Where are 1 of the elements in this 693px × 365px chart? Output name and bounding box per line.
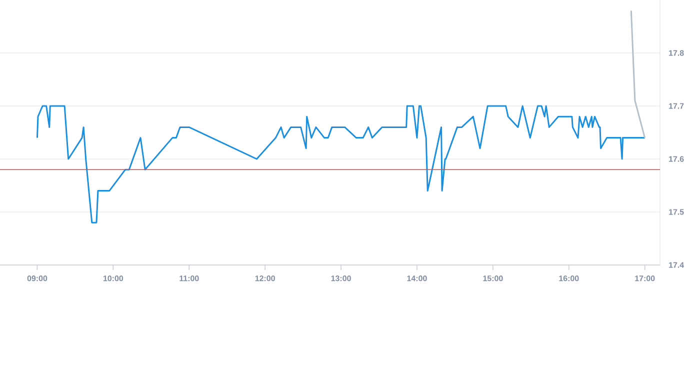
line-series (36, 105, 646, 224)
